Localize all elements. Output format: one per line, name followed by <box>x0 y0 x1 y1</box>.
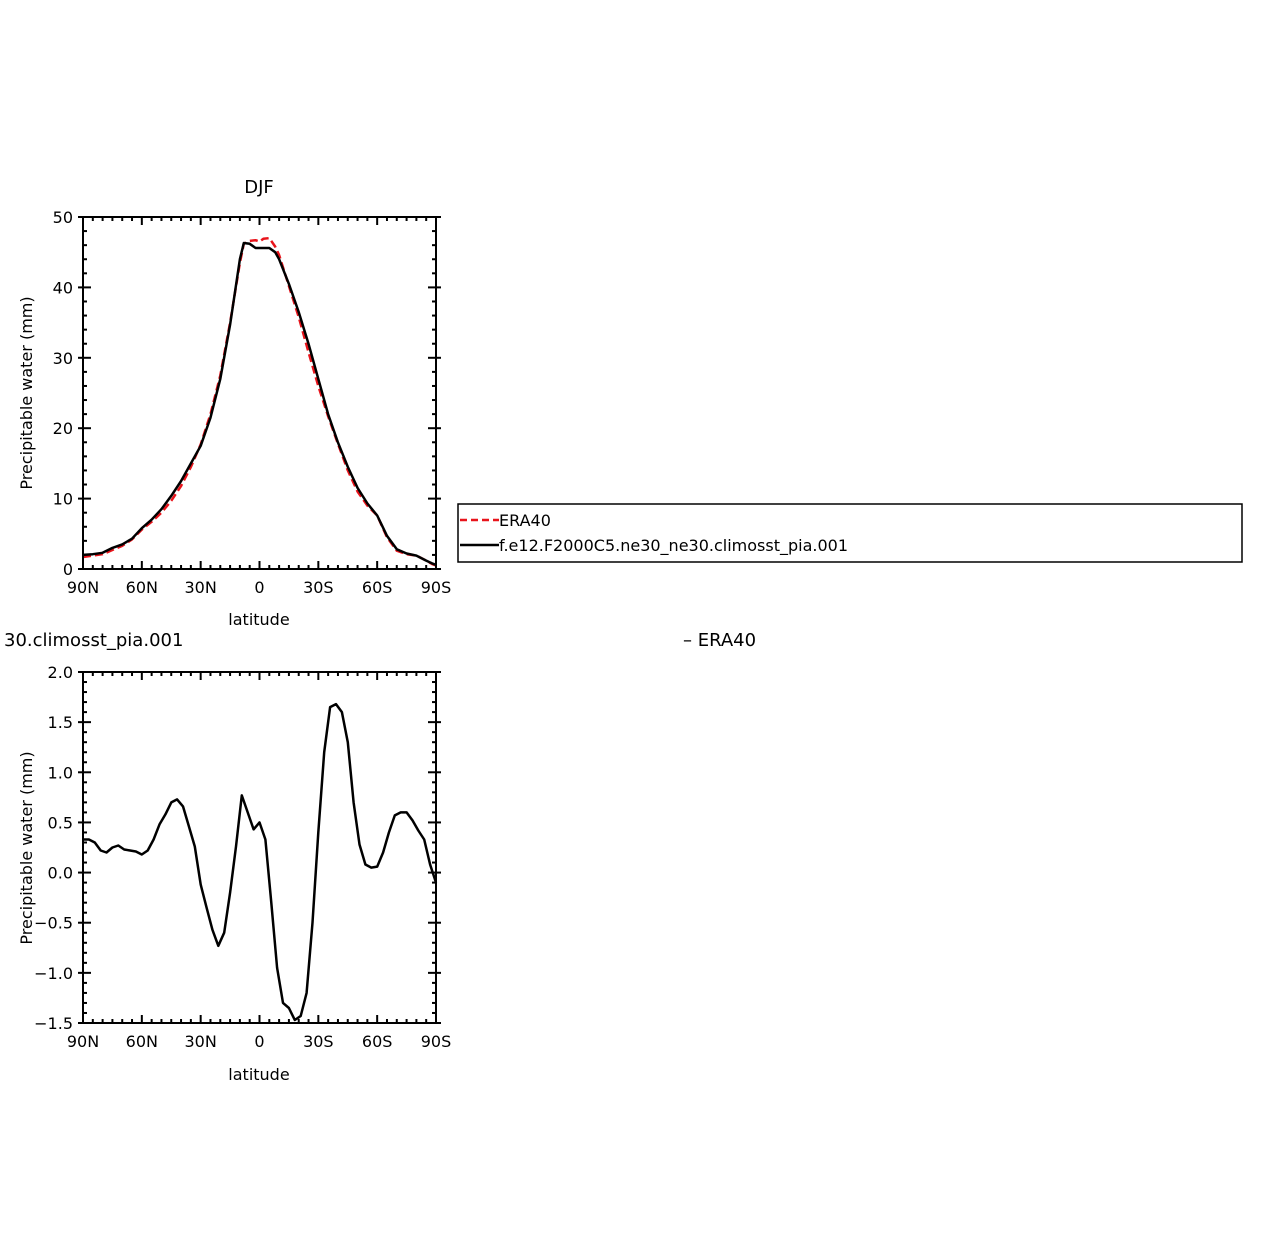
plot-djf-y-tick-label: 50 <box>53 208 73 227</box>
plot-difference-y-tick-label: −1.5 <box>34 1014 73 1033</box>
legend-label-model: f.e12.F2000C5.ne30_ne30.climosst_pia.001 <box>499 536 848 556</box>
plot-difference-y-tick-label: 1.5 <box>48 713 73 732</box>
plot-difference-series <box>83 702 438 1022</box>
plot-difference-x-tick-label: 30N <box>185 1032 217 1051</box>
plot-difference-x-tick-label: 90N <box>67 1032 99 1051</box>
plot-djf-x-tick-label: 90N <box>67 578 99 597</box>
plot-djf: DJF 90N 60N 30N 0 30S 60S 90S 0 10 20 30 40 50 lati… <box>17 177 451 629</box>
plot-difference-x-tick-labels: 90N 60N 30N 0 30S 60S 90S <box>67 1032 451 1051</box>
plot-difference-x-tick-label: 0 <box>254 1032 264 1051</box>
plot-difference-y-tick-label: 1.0 <box>48 763 73 782</box>
plot-djf-y-tick-label: 0 <box>63 560 73 579</box>
plot-djf-x-tick-label: 30N <box>185 578 217 597</box>
plot-djf-x-tick-label: 0 <box>254 578 264 597</box>
plot-djf-x-tick-label: 30S <box>303 578 334 597</box>
plot-djf-series <box>82 236 437 567</box>
plot-djf-x-axis-title: latitude <box>228 610 289 629</box>
legend: ERA40 f.e12.F2000C5.ne30_ne30.climosst_p… <box>457 503 1243 563</box>
legend-box <box>457 503 1243 563</box>
plot-djf-frame <box>82 216 437 570</box>
plot-djf-x-tick-labels: 90N 60N 30N 0 30S 60S 90S <box>67 578 451 597</box>
plot-djf-y-axis-title: Precipitable water (mm) <box>17 296 36 489</box>
plot-difference-x-axis-title: latitude <box>228 1065 289 1084</box>
plot-djf-y-tick-label: 30 <box>53 349 73 368</box>
plot-difference-x-tick-label: 60N <box>126 1032 158 1051</box>
plot-difference-y-tick-label: −0.5 <box>34 914 73 933</box>
plot-djf-title: DJF <box>244 177 274 198</box>
plot-difference-frame <box>82 671 437 1024</box>
plot-djf-y-tick-label: 40 <box>53 278 73 297</box>
plot-difference-title-left: 30.climosst_pia.001 <box>4 630 183 651</box>
plot-difference-y-tick-label: −1.0 <box>34 964 73 983</box>
plot-difference-y-tick-labels: −1.5 −1.0 −0.5 0.0 0.5 1.0 1.5 2.0 <box>34 663 73 1033</box>
plot-difference-y-axis-title: Precipitable water (mm) <box>17 751 36 944</box>
legend-label-era40: ERA40 <box>499 511 551 530</box>
plot-difference: 30.climosst_pia.001 – ERA40 90N 60N 30N 0 30… <box>4 630 756 1084</box>
plot-djf-series-line-model <box>82 241 437 566</box>
plot-difference-x-tick-label: 30S <box>303 1032 334 1051</box>
plot-difference-y-tick-label: 2.0 <box>48 663 73 682</box>
plot-difference-x-tick-label: 90S <box>421 1032 452 1051</box>
plot-djf-y-tick-label: 20 <box>53 419 73 438</box>
plot-djf-x-tick-label: 90S <box>421 578 452 597</box>
plot-difference-y-tick-label: 0.5 <box>48 813 73 832</box>
plot-difference-y-tick-label: 0.0 <box>48 864 73 883</box>
plot-djf-y-tick-label: 10 <box>53 490 73 509</box>
plot-djf-y-tick-labels: 0 10 20 30 40 50 <box>53 208 73 579</box>
plot-difference-series-line-model <box>83 702 438 1022</box>
plot-difference-title-right: – ERA40 <box>683 630 756 651</box>
plot-difference-x-tick-label: 60S <box>362 1032 393 1051</box>
plot-djf-x-tick-label: 60S <box>362 578 393 597</box>
plot-djf-x-tick-label: 60N <box>126 578 158 597</box>
